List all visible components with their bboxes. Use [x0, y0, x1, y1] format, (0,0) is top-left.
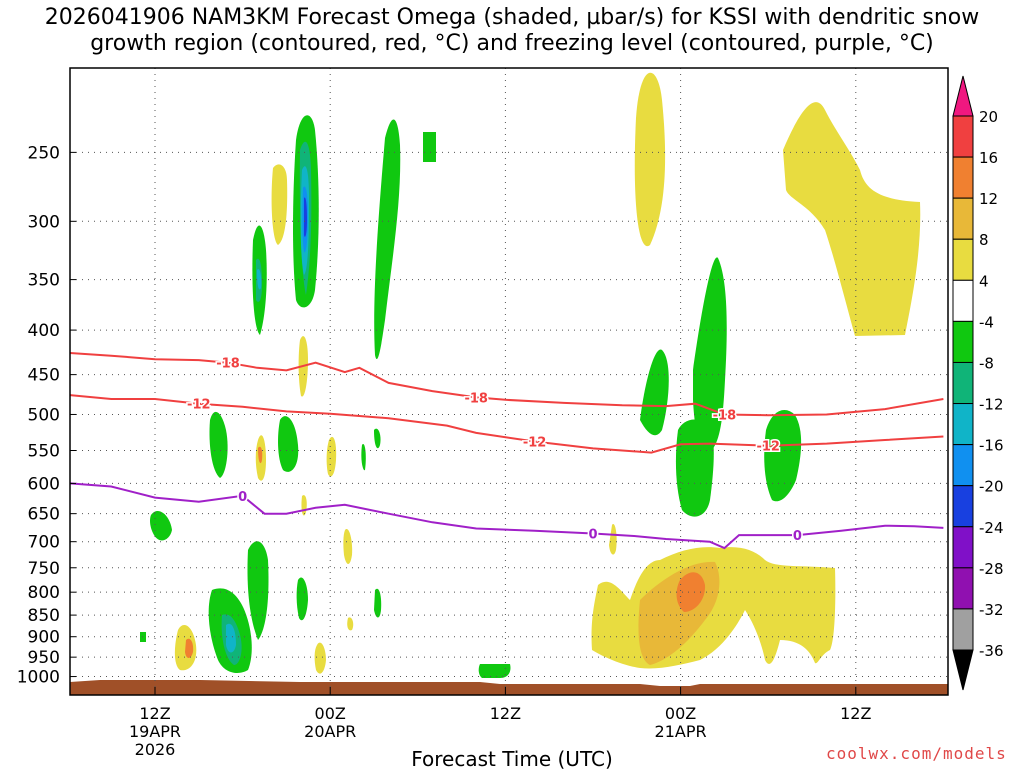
- y-tick-label: 600: [28, 474, 60, 494]
- colorbar-label: 16: [979, 149, 998, 167]
- colorbar-segment: [952, 75, 974, 117]
- colorbar-segment: [952, 485, 974, 528]
- colorbar-segment: [952, 279, 974, 322]
- contour-label: 0: [588, 527, 597, 542]
- x-tick-label: 12Z: [840, 704, 871, 723]
- y-tick-label: 500: [28, 405, 60, 425]
- contour-label: 0: [238, 490, 247, 505]
- colorbar-segment: [952, 197, 974, 240]
- x-tick-label: 20APR: [304, 722, 356, 741]
- y-tick-label: 300: [28, 212, 60, 232]
- y-tick-label: 950: [28, 648, 60, 668]
- y-tick-label: 700: [28, 533, 60, 553]
- y-tick-label: 250: [28, 143, 60, 163]
- y-tick-label: 850: [28, 606, 60, 626]
- colorbar-label: 20: [979, 108, 998, 126]
- colorbar-segment: [952, 526, 974, 569]
- x-tick-label: 21APR: [655, 722, 707, 741]
- y-tick-label: 1000: [17, 668, 60, 688]
- colorbar-label: 12: [979, 190, 998, 208]
- colorbar-label: -36: [979, 642, 1004, 660]
- colorbar-segment: [952, 361, 974, 405]
- y-tick-label: 450: [28, 366, 60, 386]
- credit-text: coolwx.com/models: [826, 744, 1007, 763]
- colorbar-label: 8: [979, 231, 989, 249]
- x-tick-label: 2026: [135, 740, 176, 759]
- colorbar-label: 4: [979, 272, 989, 290]
- contour-label: -12: [187, 398, 211, 413]
- colorbar-segment: [952, 115, 974, 158]
- colorbar-segment: [952, 238, 974, 281]
- contour-line: [69, 482, 944, 550]
- temperature-contours: -18 -18 -18 -12 -12 -12 0 0 0: [69, 352, 944, 550]
- y-tick-label: 750: [28, 559, 60, 579]
- contour-line: [69, 352, 944, 417]
- y-tick-label: 650: [28, 505, 60, 525]
- contour-label: -18: [464, 391, 488, 406]
- colorbar-segment: [952, 156, 974, 199]
- y-tick-label: 800: [28, 583, 60, 603]
- y-tick-label: 550: [28, 442, 60, 462]
- x-tick-label: 12Z: [490, 704, 521, 723]
- contour-label: 0: [793, 529, 802, 544]
- y-tick-label: 900: [28, 628, 60, 648]
- colorbar-label: -8: [979, 354, 994, 372]
- contour-line: [69, 394, 944, 454]
- contour-label: -18: [713, 408, 737, 423]
- colorbar-segment: [952, 608, 974, 651]
- ground-terrain: [70, 680, 948, 695]
- colorbar-segment: [952, 320, 974, 363]
- colorbar: 20 16 12 8 4 -4 -8 -12 -16 -20 -24 -28 -32 -36: [952, 75, 1004, 691]
- chart-title-line-1: 2026041906 NAM3KM Forecast Omega (shaded…: [44, 5, 980, 30]
- contour-label: -18: [216, 357, 240, 372]
- colorbar-label: -24: [979, 519, 1004, 537]
- x-axis-title: Forecast Time (UTC): [411, 747, 613, 771]
- colorbar-segment: [952, 444, 974, 487]
- plot-frame: [69, 67, 949, 696]
- colorbar-label: -20: [979, 478, 1004, 496]
- colorbar-label: -32: [979, 601, 1004, 619]
- colorbar-label: -16: [979, 437, 1004, 455]
- omega-shading: [140, 72, 921, 678]
- colorbar-label: -12: [979, 396, 1004, 414]
- colorbar-segment: [952, 403, 974, 446]
- y-tick-label: 350: [28, 271, 60, 291]
- x-tick-label: 19APR: [129, 722, 181, 741]
- x-tick-label: 12Z: [139, 704, 170, 723]
- y-tick-label: 400: [28, 321, 60, 341]
- contour-label: -12: [523, 435, 547, 450]
- x-tick-label: 00Z: [665, 704, 696, 723]
- contour-label: -12: [756, 440, 780, 455]
- y-axis: 2503003504004505005506006507007508008509…: [17, 143, 76, 688]
- colorbar-segment: [952, 649, 974, 691]
- chart-title-line-2: growth region (contoured, red, °C) and f…: [90, 31, 934, 56]
- colorbar-label: -28: [979, 560, 1004, 578]
- colorbar-segment: [952, 567, 974, 610]
- x-tick-label: 00Z: [315, 704, 346, 723]
- gridlines: [70, 68, 948, 695]
- colorbar-label: -4: [979, 313, 994, 331]
